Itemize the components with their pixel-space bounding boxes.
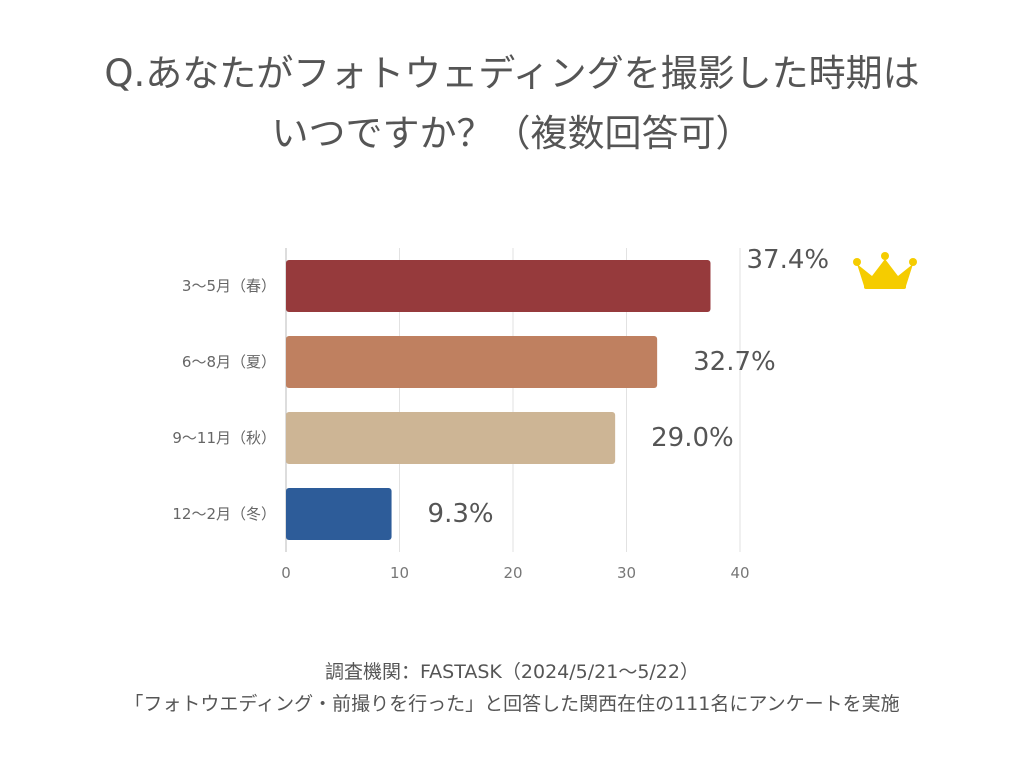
crown-body xyxy=(857,259,913,286)
value-label: 29.0% xyxy=(651,423,734,453)
survey-source: 調査機関：FASTASK（2024/5/21～5/22） 「フォトウエディング・… xyxy=(0,656,1024,720)
value-labels: 37.4% 32.7% 29.0% 9.3% xyxy=(428,245,830,529)
crown-base xyxy=(864,283,906,289)
bar-chart: 3～5月（春） 6～8月（夏） 9～11月（秋） 12～2月（冬） 37.4% 32.7… xyxy=(172,245,917,582)
value-label: 9.3% xyxy=(428,499,494,529)
x-tick-label: 40 xyxy=(730,564,749,582)
bars xyxy=(286,260,711,540)
bar xyxy=(286,488,392,540)
title-line-2: いつですか？（複数回答可） xyxy=(271,112,753,155)
x-tick-label: 10 xyxy=(390,564,409,582)
chart-title: Q.あなたがフォトウェディングを撮影した時期は いつですか？（複数回答可） xyxy=(0,44,1024,164)
value-label: 37.4% xyxy=(746,245,829,275)
x-tick-label: 30 xyxy=(617,564,636,582)
source-line-2: 「フォトウエディング・前撮りを行った」と回答した関西在住の111名にアンケートを… xyxy=(124,693,900,715)
crown-jewel xyxy=(853,258,861,266)
x-tick-labels: 0 10 20 30 40 xyxy=(281,564,749,582)
category-label: 3～5月（春） xyxy=(182,277,276,295)
crown-jewel xyxy=(881,252,889,260)
category-label: 9～11月（秋） xyxy=(172,429,276,447)
title-line-1: Q.あなたがフォトウェディングを撮影した時期は xyxy=(104,52,920,95)
x-tick-label: 0 xyxy=(281,564,291,582)
x-tick-label: 20 xyxy=(503,564,522,582)
value-label: 32.7% xyxy=(693,347,776,377)
category-label: 6～8月（夏） xyxy=(182,353,276,371)
bar xyxy=(286,260,711,312)
bar xyxy=(286,336,658,388)
category-labels: 3～5月（春） 6～8月（夏） 9～11月（秋） 12～2月（冬） xyxy=(172,277,276,523)
crown-jewel xyxy=(909,258,917,266)
category-label: 12～2月（冬） xyxy=(172,505,276,523)
source-line-1: 調査機関：FASTASK（2024/5/21～5/22） xyxy=(325,661,699,683)
bar xyxy=(286,412,616,464)
crown-icon xyxy=(853,252,917,289)
